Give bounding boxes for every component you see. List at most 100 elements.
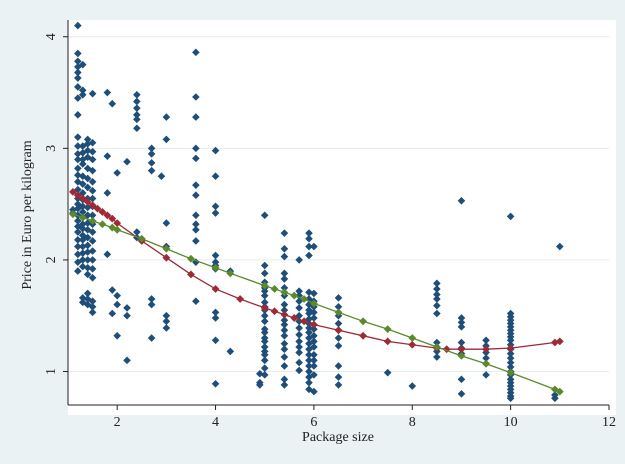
data-point [280,381,289,389]
line-point [290,314,299,322]
data-point [192,211,200,220]
data-point [433,301,441,310]
data-point [78,249,87,258]
data-point [103,189,112,197]
line-point [310,299,318,308]
data-point [280,362,289,370]
data-point [83,146,92,155]
data-point [74,155,82,164]
data-point [147,166,156,175]
data-point [433,309,441,318]
data-point [211,314,220,322]
data-point [305,334,313,342]
data-point [310,314,318,322]
line-point [408,334,417,342]
y-tick-label: 2 [44,256,59,263]
data-point [310,332,318,340]
line-point [187,254,195,263]
data-point [305,324,313,332]
data-point [211,209,220,217]
line-point [73,191,82,200]
data-point [260,287,269,295]
data-point [260,317,269,326]
data-point [192,258,200,266]
data-point [133,124,141,133]
line-point [98,220,107,229]
data-point [74,94,82,102]
line-point [211,285,220,293]
data-point [506,354,515,362]
data-point [305,234,313,243]
data-point [334,373,343,381]
data-point [482,336,490,345]
data-point [78,231,87,240]
fit-line-series [69,187,564,354]
line-point [555,387,564,396]
data-point [256,381,264,389]
data-point [280,229,289,237]
data-point [147,300,156,309]
data-point [334,302,343,311]
data-point [78,189,87,197]
data-point [108,286,117,294]
data-point [83,174,92,183]
data-point [88,186,97,195]
data-point [83,270,92,279]
data-point [74,267,82,275]
data-point [88,308,97,317]
data-point [457,375,466,384]
data-point [433,295,441,303]
data-point [295,324,303,332]
data-point [260,364,269,372]
line-point [482,345,490,354]
data-point [310,325,318,333]
line-point [88,201,97,210]
data-point [280,316,289,324]
line-point [78,194,87,203]
data-point [506,358,515,367]
data-point [506,394,515,403]
data-point [280,244,289,253]
data-point [260,211,269,220]
data-point [408,382,417,390]
data-point [280,339,289,348]
line-point [408,340,417,349]
data-point [280,332,289,340]
data-point [74,111,82,119]
line-point [383,325,392,334]
data-point [78,172,87,181]
data-point [310,350,318,359]
scatter-series [69,21,564,403]
line-point [359,317,367,326]
data-point [211,251,220,260]
line-point [457,345,466,354]
line-point [280,310,289,319]
data-point [260,343,269,351]
data-point [305,300,313,309]
data-point [88,211,97,220]
line-point [78,213,87,222]
data-point [295,256,303,264]
data-point [211,308,220,317]
data-point [295,330,303,339]
data-point [147,150,156,158]
data-point [295,348,303,357]
data-point [74,142,82,150]
fit-line-series [69,210,564,396]
data-point [226,347,235,356]
data-point [280,306,289,314]
data-point [123,157,131,166]
data-point [305,288,313,297]
data-point [506,336,515,345]
data-point [78,160,87,168]
data-point [133,111,141,119]
plot-area [68,20,616,415]
data-point [457,314,466,322]
data-point [133,228,141,236]
data-point [433,290,441,299]
data-point [113,332,121,340]
data-point [260,291,269,300]
data-point [133,97,141,106]
data-point [83,219,92,227]
data-point [310,387,318,396]
